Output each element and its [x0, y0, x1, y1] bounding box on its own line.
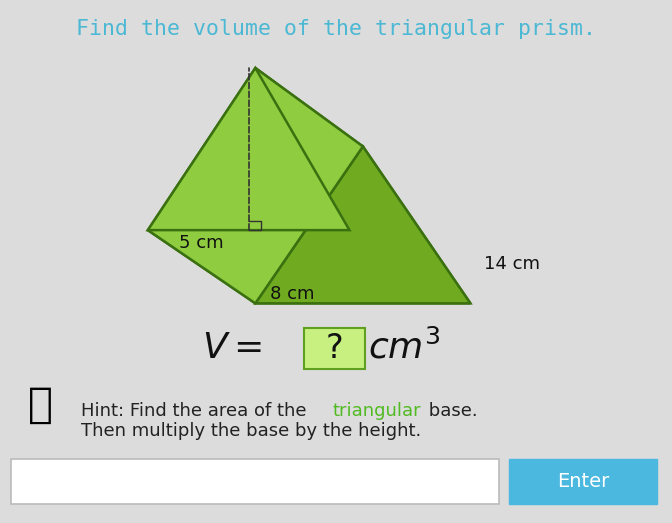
Text: Enter: Enter [557, 472, 609, 491]
Text: Then multiply the base by the height.: Then multiply the base by the height. [81, 423, 421, 440]
Text: 💡: 💡 [28, 384, 53, 426]
Polygon shape [255, 68, 470, 303]
Text: $cm^3$: $cm^3$ [368, 329, 441, 366]
Text: $V = $: $V = $ [202, 331, 262, 365]
Polygon shape [148, 68, 363, 303]
Text: Hint: Find the area of the: Hint: Find the area of the [81, 402, 312, 419]
FancyBboxPatch shape [304, 328, 365, 369]
Text: base.: base. [423, 402, 478, 419]
Text: 14 cm: 14 cm [484, 255, 540, 273]
FancyBboxPatch shape [509, 459, 657, 504]
Text: 5 cm: 5 cm [179, 234, 224, 252]
FancyBboxPatch shape [11, 459, 499, 504]
Polygon shape [148, 230, 470, 303]
Polygon shape [255, 146, 470, 303]
Polygon shape [148, 68, 349, 230]
Text: Find the volume of the triangular prism.: Find the volume of the triangular prism. [76, 19, 596, 39]
Text: triangular: triangular [333, 402, 421, 419]
Text: 8 cm: 8 cm [270, 285, 314, 303]
Text: ?: ? [325, 332, 343, 366]
